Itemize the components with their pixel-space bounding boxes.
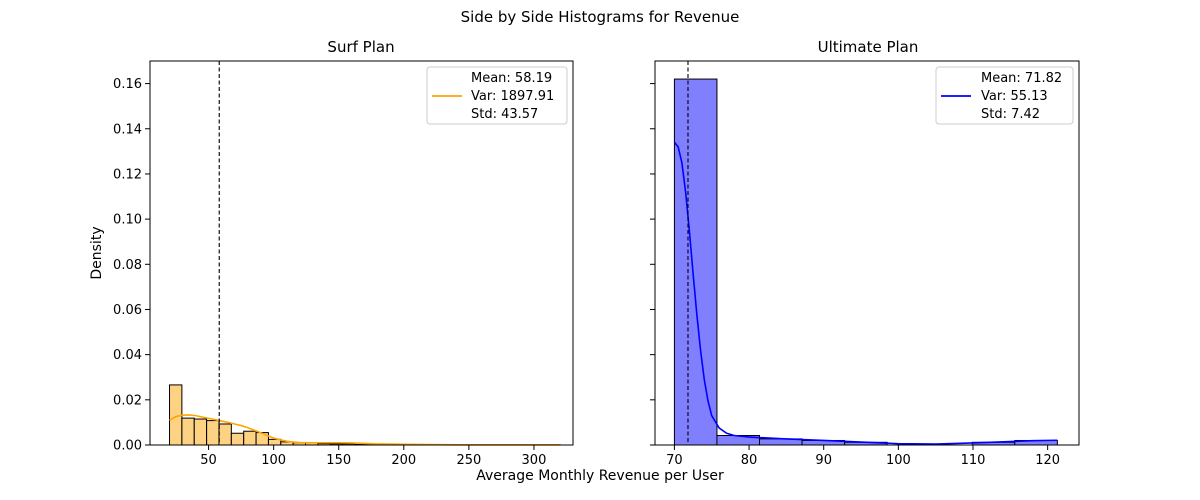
y-axis-ticks-surf: 0.00 0.02 0.04 0.06 0.08 0.10 0.12 0.14 0.16 — [113, 77, 150, 454]
legend-std: Std: 7.42 — [981, 107, 1040, 122]
x-tick-label: 120 — [1035, 453, 1060, 468]
x-tick-label: 110 — [961, 453, 986, 468]
x-tick-label: 100 — [261, 453, 286, 468]
y-tick-label: 0.02 — [113, 393, 142, 408]
legend-box — [935, 66, 1074, 125]
histogram-bar — [218, 423, 232, 446]
y-tick-label: 0.16 — [113, 77, 142, 92]
y-tick-label: 0.00 — [113, 439, 142, 454]
y-tick-label: 0.10 — [113, 213, 142, 228]
legend-mean: Mean: 71.82 — [981, 71, 1062, 86]
legend-surf: Mean: 58.19 Var: 1897.91 Std: 43.57 — [426, 66, 568, 125]
x-tick-label: 300 — [522, 453, 547, 468]
x-tick-label: 200 — [391, 453, 416, 468]
y-tick-label: 0.04 — [113, 348, 142, 363]
panel-title-ultimate-plan: Ultimate Plan — [818, 38, 919, 56]
legend-ultimate: Mean: 71.82 Var: 55.13 Std: 7.42 — [935, 66, 1074, 125]
plot-frame-surf — [149, 60, 574, 446]
histogram-bar — [181, 417, 195, 446]
plot-frame-ultimate — [654, 60, 1080, 446]
kde-line — [673, 141, 1058, 445]
x-tick-label: 50 — [200, 453, 217, 468]
y-axis-label: Density — [89, 226, 105, 279]
panel-surf-plan: Surf Plan 50 100 150 200 250 300 0.00 0.02 0.04… — [113, 38, 574, 468]
legend-std: Std: 43.57 — [471, 107, 538, 122]
x-tick-label: 100 — [886, 453, 911, 468]
histogram-bar — [206, 420, 220, 446]
histogram-bar — [243, 430, 257, 446]
y-tick-label: 0.08 — [113, 258, 142, 273]
y-tick-label: 0.12 — [113, 167, 142, 182]
histogram-bar — [230, 432, 245, 446]
histogram-bar — [193, 418, 208, 446]
y-axis-ticks-ultimate — [650, 83, 655, 446]
figure-title: Side by Side Histograms for Revenue — [461, 8, 740, 26]
x-tick-label: 90 — [815, 453, 832, 468]
x-axis-label: Average Monthly Revenue per User — [476, 468, 724, 484]
x-tick-label: 150 — [326, 453, 351, 468]
histogram-bar — [673, 78, 718, 446]
x-tick-label: 70 — [666, 453, 683, 468]
kde-line — [169, 414, 560, 446]
x-axis-ticks-ultimate: 70 80 90 100 110 120 — [666, 445, 1060, 468]
panel-title-surf-plan: Surf Plan — [327, 38, 394, 56]
panel-ultimate-plan: Ultimate Plan 70 80 90 100 110 120 Mean: 71.8… — [650, 38, 1080, 468]
kde-curve-surf — [169, 414, 560, 446]
legend-var: Var: 55.13 — [981, 89, 1048, 104]
kde-curve-ultimate — [673, 141, 1058, 445]
y-tick-label: 0.06 — [113, 303, 142, 318]
y-tick-label: 0.14 — [113, 122, 142, 137]
legend-mean: Mean: 58.19 — [471, 71, 552, 86]
x-tick-label: 80 — [741, 453, 758, 468]
legend-box — [426, 66, 568, 125]
legend-var: Var: 1897.91 — [471, 89, 554, 104]
x-tick-label: 250 — [456, 453, 481, 468]
histogram-bars-surf — [169, 384, 561, 446]
histogram-bars-ultimate — [673, 78, 1058, 446]
x-axis-ticks-surf: 50 100 150 200 250 300 — [200, 445, 546, 468]
